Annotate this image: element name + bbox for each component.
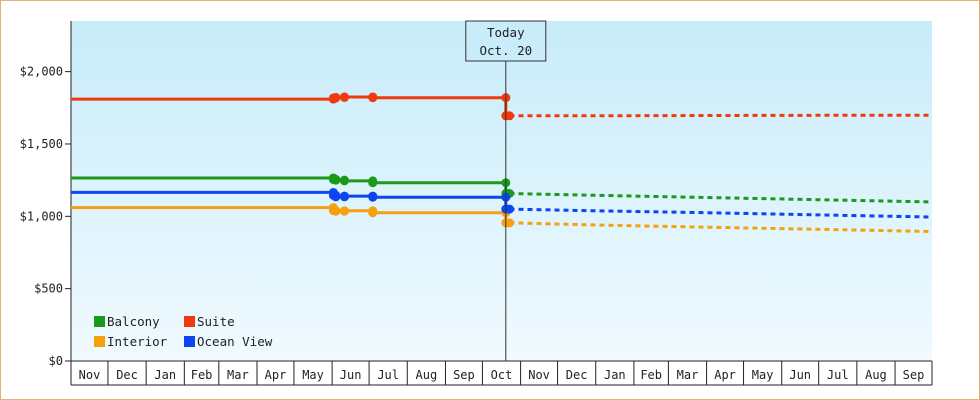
x-tick-label: Jan [154, 368, 176, 382]
today-label: Today [487, 25, 525, 40]
x-tick-label: Apr [265, 368, 287, 382]
legend-label: Balcony [107, 314, 160, 329]
x-tick-label: Jun [789, 368, 811, 382]
y-axis: $0 $500 $1,000 $1,500 $2,000 [20, 21, 72, 368]
data-point [505, 218, 515, 228]
data-point [331, 175, 341, 185]
x-tick-label: Mar [677, 368, 699, 382]
data-point [339, 191, 349, 201]
series-forecast-line [509, 207, 931, 219]
x-tick-label: Jul [377, 368, 399, 382]
data-point [339, 206, 349, 216]
legend: Balcony Suite Interior Ocean View [94, 314, 273, 349]
x-tick-label: Sep [453, 368, 475, 382]
x-tick-label: Sep [903, 368, 925, 382]
x-tick-label: Feb [191, 368, 213, 382]
data-point [339, 92, 349, 102]
x-tick-label: May [752, 368, 774, 382]
series-forecast-line [509, 192, 931, 204]
legend-swatch [184, 316, 195, 327]
x-tick-label: Nov [528, 368, 550, 382]
series-layer [71, 92, 931, 233]
series-interior [71, 203, 931, 233]
data-point [505, 204, 515, 214]
legend-swatch [94, 336, 105, 347]
today-box [465, 20, 547, 62]
x-tick-label: Dec [116, 368, 138, 382]
y-tick-label: $2,000 [20, 65, 63, 79]
x-tick-label: Aug [865, 368, 887, 382]
legend-label: Interior [107, 334, 168, 349]
legend-swatch [94, 316, 105, 327]
y-tick-label: $1,500 [20, 137, 63, 151]
legend-label: Ocean View [197, 334, 273, 349]
today-marker: Today Oct. 20 [465, 20, 547, 361]
x-tick-label: Oct [491, 368, 513, 382]
today-date-label: Oct. 20 [479, 43, 532, 58]
legend-label: Suite [197, 314, 235, 329]
data-point [368, 192, 378, 202]
data-point [368, 208, 378, 218]
x-tick-label: Jan [604, 368, 626, 382]
data-point [339, 176, 349, 186]
data-point [331, 92, 341, 102]
x-tick-label: May [302, 368, 324, 382]
data-point [331, 192, 341, 202]
data-point [331, 206, 341, 216]
data-point [368, 93, 378, 103]
series-forecast-line [509, 113, 931, 118]
x-tick-label: Apr [714, 368, 736, 382]
x-tick-label: Aug [416, 368, 438, 382]
x-tick-label: Feb [640, 368, 662, 382]
data-point [505, 111, 515, 121]
data-point [368, 178, 378, 188]
x-tick-label: Mar [227, 368, 249, 382]
legend-swatch [184, 336, 195, 347]
y-tick-label: $0 [49, 354, 63, 368]
x-axis: Nov Dec Jan Feb Mar Apr May Jun Jul Aug Sep Oct Nov D… [70, 360, 933, 386]
x-tick-label: Nov [79, 368, 101, 382]
series-forecast-line [509, 221, 931, 233]
y-tick-label: $500 [34, 282, 63, 296]
x-tick-label: Dec [566, 368, 588, 382]
x-tick-label: Jul [827, 368, 849, 382]
y-tick-label: $1,000 [20, 209, 63, 223]
x-tick-label: Jun [340, 368, 362, 382]
